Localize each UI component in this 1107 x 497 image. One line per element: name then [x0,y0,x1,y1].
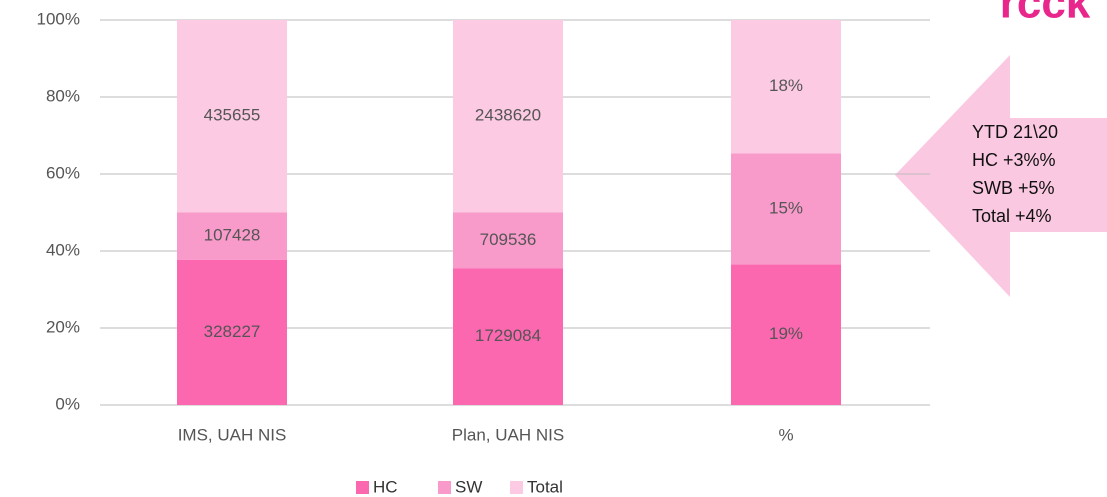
bar-segment [453,20,563,213]
x-tick-label: Plan, UAH NIS [452,425,564,444]
bar-segment [177,212,287,260]
data-label: 328227 [204,322,261,341]
y-tick-label: 20% [46,317,80,336]
y-tick-label: 100% [37,9,80,28]
legend-swatch [356,481,369,494]
data-label: 435655 [204,106,261,125]
bar-segment [731,153,841,265]
x-tick-label: % [778,425,793,444]
annotation-text: YTD 21\20 [972,122,1058,142]
y-tick-label: 60% [46,163,80,182]
legend-label: SW [455,477,482,496]
data-label: 18% [769,76,803,95]
y-tick-label: 80% [46,86,80,105]
data-label: 19% [769,324,803,343]
data-label: 1729084 [475,326,541,345]
legend-label: Total [527,477,563,496]
annotation-text: Total +4% [972,206,1052,226]
data-label: 709536 [480,230,537,249]
annotation-text: SWB +5% [972,178,1055,198]
y-tick-label: 40% [46,240,80,259]
bar-segment [453,212,563,269]
bar-segment [177,259,287,405]
data-label: 107428 [204,226,261,245]
legend-swatch [510,481,523,494]
annotation-arrow [895,55,1107,297]
bar-segment [731,264,841,405]
legend-label: HC [373,477,398,496]
annotation-text: HC +3%% [972,150,1056,170]
bar-segment [177,20,287,213]
bar-segment [731,20,841,154]
y-tick-label: 0% [55,394,80,413]
data-label: 2438620 [475,106,541,125]
logo: rcck [1000,0,1091,28]
bar-segment [453,268,563,405]
x-tick-label: IMS, UAH NIS [178,425,287,444]
legend-swatch [438,481,451,494]
data-label: 15% [769,198,803,217]
